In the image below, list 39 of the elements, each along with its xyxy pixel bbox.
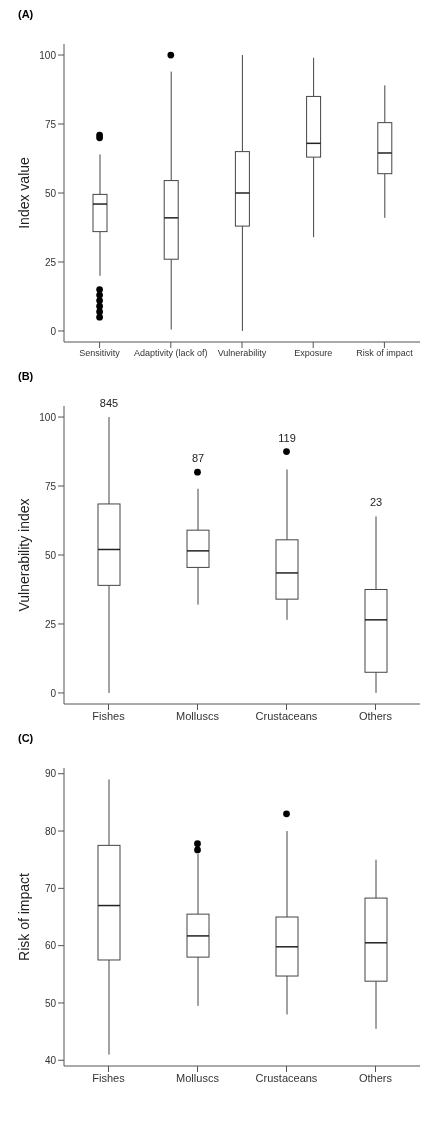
x-tick-label: Fishes (92, 1071, 126, 1084)
chart-title: (A) (18, 8, 35, 22)
y-tick-label: 25 (44, 618, 57, 630)
y-axis-title: Vulnerability index (15, 498, 32, 612)
y-tick-label: 0 (50, 687, 57, 699)
x-tick-label: Risk of impact (356, 348, 414, 359)
y-tick-label: 100 (39, 49, 57, 61)
x-tick-label: Molluscs (176, 709, 220, 722)
x-tick-label: Adaptivity (lack of) (134, 348, 208, 359)
y-tick-label: 100 (39, 411, 57, 423)
y-tick-label: 80 (44, 825, 57, 837)
x-tick-label: Sensitivity (79, 348, 121, 359)
y-tick-label: 75 (44, 480, 57, 492)
y-tick-label: 50 (44, 997, 57, 1009)
x-tick-label: Others (358, 709, 393, 722)
annotation: 845 (99, 397, 119, 410)
y-axis-title: Index value (15, 156, 32, 229)
x-tick-label: Molluscs (176, 1071, 220, 1084)
y-axis-title: Risk of impact (15, 872, 32, 961)
x-tick-label: Crustaceans (255, 1071, 318, 1084)
x-tick-label: Others (358, 1071, 393, 1084)
y-tick-label: 75 (44, 118, 57, 130)
x-tick-label: Vulnerability (217, 348, 267, 359)
chart-title: (B) (18, 370, 35, 384)
annotation: 23 (369, 496, 383, 509)
y-tick-label: 50 (44, 187, 57, 199)
y-tick-label: 60 (44, 940, 57, 952)
y-tick-label: 90 (44, 768, 57, 780)
annotation: 119 (278, 431, 296, 444)
y-tick-label: 40 (44, 1054, 57, 1066)
chart-title: (C) (18, 732, 35, 746)
x-tick-label: Fishes (92, 709, 126, 722)
y-tick-label: 50 (44, 549, 57, 561)
x-tick-label: Crustaceans (255, 709, 318, 722)
y-tick-label: 25 (44, 256, 57, 268)
y-tick-label: 70 (44, 882, 57, 894)
x-tick-label: Exposure (294, 348, 333, 359)
y-tick-label: 0 (50, 325, 57, 337)
annotation: 87 (191, 452, 205, 465)
